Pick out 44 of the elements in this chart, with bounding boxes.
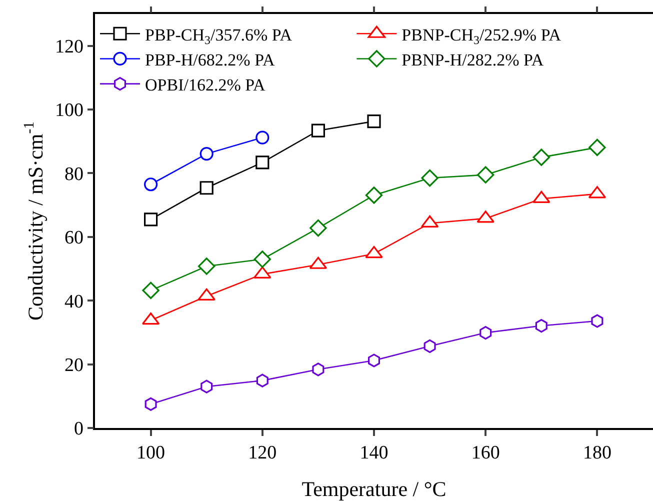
- point: [365, 186, 383, 204]
- legend-label: PBP-H/682.2% PA: [145, 50, 276, 70]
- x-tick-label: 160: [471, 442, 500, 464]
- y-tick-label: 120: [54, 36, 84, 58]
- y-tick-label: 40: [64, 291, 84, 312]
- y-tick-label: 80: [64, 164, 84, 185]
- point: [256, 374, 268, 388]
- y-tick-label: 20: [64, 354, 84, 376]
- point: [367, 114, 381, 128]
- point: [254, 250, 271, 268]
- x-tick-label: 100: [136, 442, 166, 464]
- legend-label: OPBI/162.2% PA: [145, 75, 266, 94]
- point: [144, 397, 157, 411]
- x-tick-label: 140: [360, 442, 388, 464]
- y-tick-label: 60: [64, 228, 84, 249]
- point: [256, 130, 270, 144]
- point: [144, 178, 158, 192]
- point: [312, 362, 324, 376]
- y-tick-label: 0: [74, 418, 84, 440]
- point: [535, 318, 548, 333]
- point: [200, 380, 213, 394]
- point: [144, 212, 158, 226]
- legend-label: PBNP-CH$_{3}$/252.9% PA: [402, 25, 562, 47]
- point: [588, 138, 606, 156]
- point: [368, 354, 380, 368]
- point: [198, 258, 216, 275]
- point: [142, 282, 160, 300]
- point: [477, 166, 494, 184]
- point: [200, 147, 214, 161]
- y-tick-label: 100: [54, 100, 84, 122]
- x-tick-label: 180: [582, 442, 612, 464]
- legend-label: PBP-CH$_{3}$/357.6% PA: [145, 25, 293, 47]
- point: [311, 124, 325, 138]
- x-axis-title: Temperature / °C: [302, 477, 446, 501]
- point: [424, 339, 436, 353]
- point: [591, 314, 604, 328]
- point: [421, 169, 438, 187]
- legend-label: PBNP-H/282.2% PA: [402, 50, 544, 70]
- x-tick-label: 120: [248, 442, 277, 464]
- point: [200, 181, 214, 195]
- point: [480, 326, 492, 340]
- point: [256, 156, 270, 170]
- point: [532, 148, 550, 166]
- point: [310, 219, 327, 237]
